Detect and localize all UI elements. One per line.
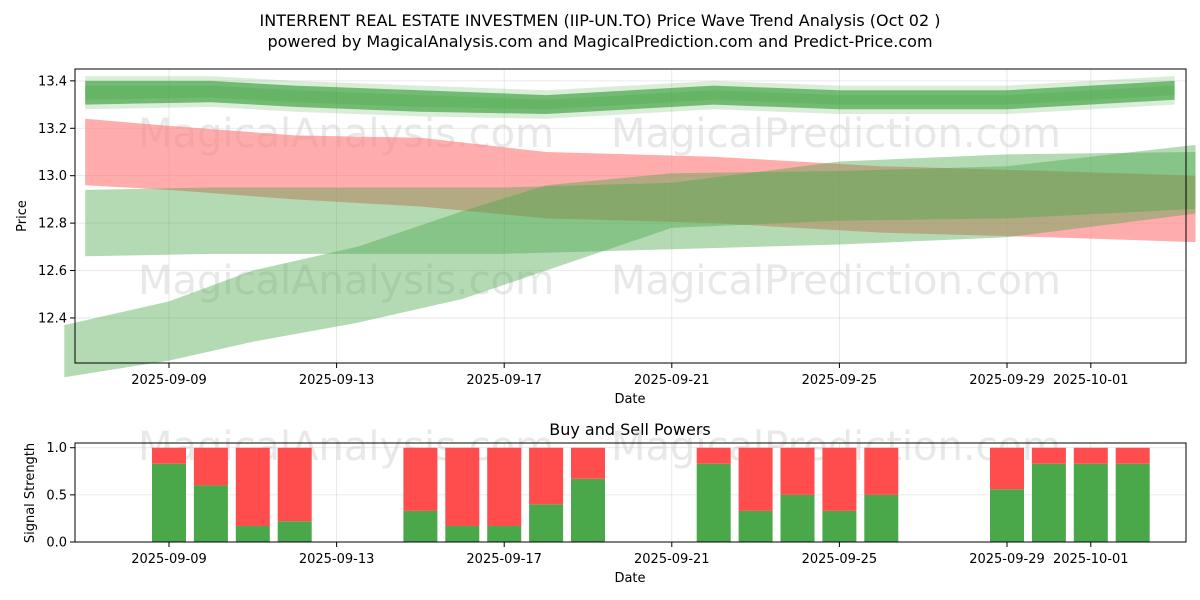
price-y-axis-label: Price <box>15 200 30 232</box>
buy-power-bar <box>193 485 228 542</box>
signal-y-tick-label: 0.0 <box>46 536 67 551</box>
price-x-tick-label: 2025-09-21 <box>634 373 710 388</box>
price-x-tick-label: 2025-09-25 <box>802 373 878 388</box>
price-bands <box>64 76 1196 378</box>
buy-power-bar <box>780 494 815 542</box>
price-x-tick-label: 2025-10-01 <box>1053 373 1129 388</box>
price-y-tick-label: 12.6 <box>38 264 67 279</box>
sell-power-bar <box>738 447 773 511</box>
buy-power-bar <box>235 525 270 542</box>
sell-power-bar <box>152 447 186 464</box>
signal-x-tick-label: 2025-09-13 <box>299 552 375 567</box>
price-y-tick-label: 12.4 <box>38 311 67 326</box>
price-y-tick-label: 13.2 <box>38 122 67 137</box>
price-y-tick-label: 12.8 <box>38 217 67 232</box>
sell-power-bar <box>1073 447 1108 464</box>
price-y-tick-label: 13.0 <box>38 169 67 184</box>
buy-power-bar <box>152 463 186 542</box>
sell-power-bar <box>193 447 228 486</box>
wide-green-band <box>85 152 1196 257</box>
sell-power-bar <box>277 447 312 522</box>
buy-power-bar <box>277 521 312 542</box>
sell-power-bar <box>990 447 1024 490</box>
price-x-axis-label: Date <box>614 392 645 407</box>
signal-x-tick-label: 2025-09-25 <box>802 552 878 567</box>
sell-power-bar <box>403 447 438 511</box>
upper-green-band <box>85 76 1175 110</box>
signal-x-tick-label: 2025-09-17 <box>466 552 542 567</box>
buy-power-bar <box>696 463 731 542</box>
signal-x-ticks: 2025-09-09 2025-09-13 2025-09-17 2025-09-21… <box>131 542 1129 567</box>
upper-green-band <box>85 80 1175 114</box>
signal-y-tick-label: 0.5 <box>46 488 67 503</box>
buy-power-bar <box>1115 463 1150 542</box>
price-x-ticks: 2025-09-09 2025-09-13 2025-09-17 2025-09-21… <box>131 363 1129 388</box>
signal-plot-frame <box>74 442 1187 543</box>
signal-y-tick-label: 1.0 <box>46 441 67 456</box>
price-plot: MagicalAnalysis.com MagicalPrediction.com… <box>15 68 1196 407</box>
price-y-ticks: 12.4 12.6 12.8 13.0 13.2 13.4 <box>38 74 75 326</box>
sell-power-bar <box>1031 447 1066 464</box>
buy-power-bar <box>571 478 605 542</box>
signal-y-ticks: 0.0 0.5 1.0 <box>46 441 75 551</box>
signal-x-tick-label: 2025-10-01 <box>1053 552 1129 567</box>
sell-power-bar <box>696 447 731 464</box>
chart-subtitle: powered by MagicalAnalysis.com and Magic… <box>267 32 932 51</box>
sell-power-bar <box>235 447 270 526</box>
signal-x-tick-label: 2025-09-21 <box>634 552 710 567</box>
price-x-tick-label: 2025-09-13 <box>299 373 375 388</box>
price-x-tick-label: 2025-09-29 <box>969 373 1045 388</box>
sell-power-bar <box>571 447 605 479</box>
signal-x-tick-label: 2025-09-29 <box>969 552 1045 567</box>
signal-y-axis-label: Signal Strength <box>23 443 38 543</box>
red-band <box>85 118 1196 243</box>
watermark-text: MagicalAnalysis.com <box>138 258 554 304</box>
buy-power-bar <box>529 504 564 542</box>
sell-power-bar <box>822 447 857 511</box>
buy-power-bar <box>1073 463 1108 542</box>
price-x-tick-label: 2025-09-17 <box>466 373 542 388</box>
rising-green-band <box>64 144 1196 378</box>
sell-power-bar <box>487 447 522 526</box>
signal-chart-title: Buy and Sell Powers <box>549 420 711 439</box>
price-plot-frame <box>74 68 1187 364</box>
signal-x-tick-label: 2025-09-09 <box>131 552 207 567</box>
sell-power-bar <box>780 447 815 495</box>
buy-power-bar <box>445 525 480 542</box>
signal-x-axis-label: Date <box>614 571 645 586</box>
buy-power-bar <box>864 494 899 542</box>
buy-power-bar <box>738 510 773 542</box>
sell-power-bar <box>864 447 899 495</box>
sell-power-bar <box>1115 447 1150 464</box>
sell-power-bar <box>529 447 564 505</box>
buy-power-bar <box>1031 463 1066 542</box>
signal-bars <box>152 447 1150 542</box>
chart-title: INTERRENT REAL ESTATE INVESTMEN (IIP-UN.… <box>260 11 941 30</box>
sell-power-bar <box>445 447 480 526</box>
price-x-tick-label: 2025-09-09 <box>131 373 207 388</box>
watermark-text: MagicalPrediction.com <box>611 258 1061 304</box>
buy-power-bar <box>403 510 438 542</box>
buy-power-bar <box>487 525 522 542</box>
signal-watermarks: MagicalAnalysis.com MagicalPrediction.com <box>138 424 1061 470</box>
watermark-text: MagicalPrediction.com <box>611 111 1061 157</box>
signal-plot: Buy and Sell Powers MagicalAnalysis.com M… <box>23 420 1187 586</box>
buy-power-bar <box>822 510 857 542</box>
price-y-tick-label: 13.4 <box>38 74 67 89</box>
buy-power-bar <box>990 489 1024 542</box>
